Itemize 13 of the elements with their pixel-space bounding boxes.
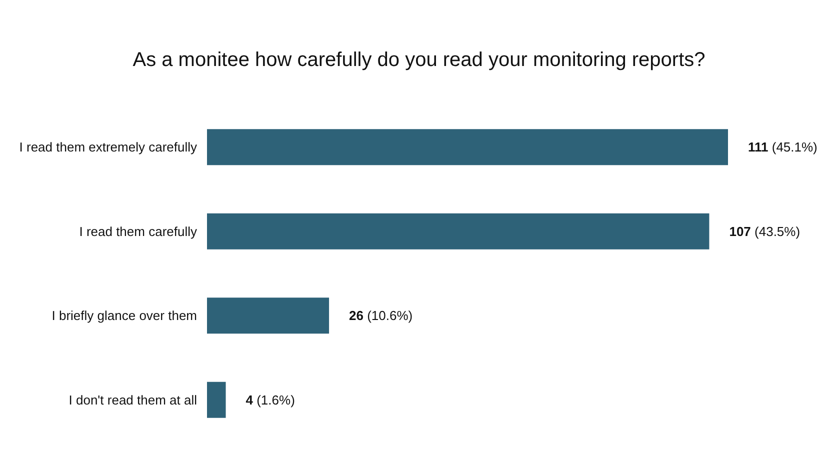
- y-tick-label: I read them extremely carefully: [19, 140, 198, 155]
- data-label: 26 (10.6%): [349, 308, 413, 324]
- bar: [207, 382, 226, 418]
- y-tick-label: I don't read them at all: [68, 392, 198, 408]
- chart-title: As a monitee how carefully do you read your monitoring reports?: [132, 49, 706, 71]
- data-label: 107 (43.5%): [729, 224, 800, 239]
- bar: [207, 213, 710, 250]
- y-tick-label: I read them carefully: [79, 224, 198, 239]
- y-tick-label: I briefly glance over them: [52, 308, 197, 324]
- bar: [207, 129, 728, 166]
- data-label: 4 (1.6%): [246, 392, 295, 408]
- data-label: 111 (45.1%): [748, 140, 818, 155]
- bar: [207, 298, 330, 334]
